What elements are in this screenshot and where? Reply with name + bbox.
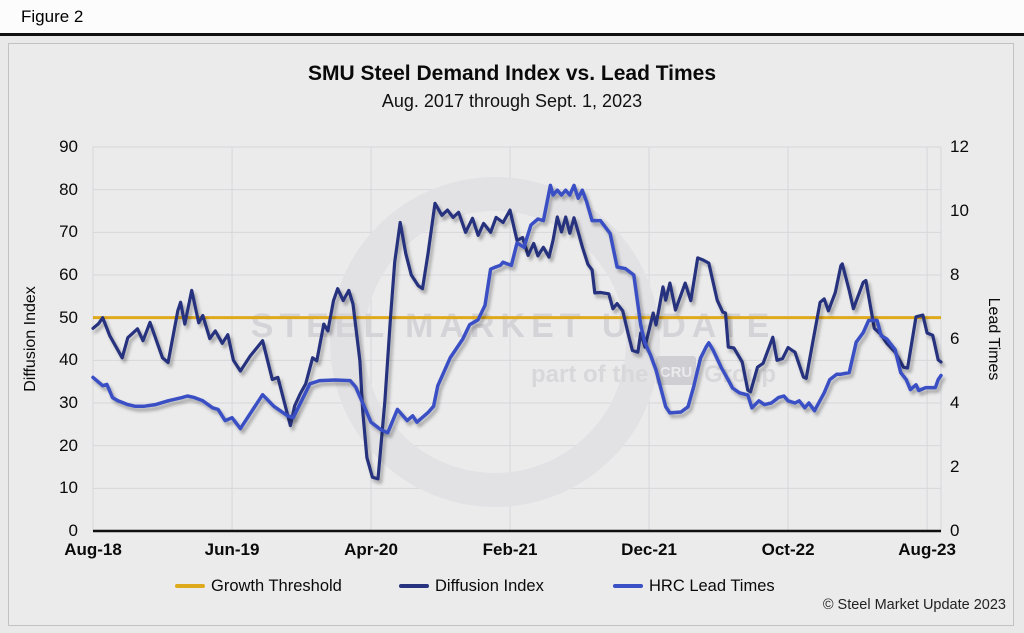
right-axis-tick-label: 6: [950, 329, 960, 348]
right-axis-tick-label: 0: [950, 521, 960, 540]
left-axis-tick-label: 30: [59, 393, 78, 412]
left-axis-tick-label: 50: [59, 307, 78, 327]
left-axis-tick-label: 70: [59, 222, 78, 242]
legend-swatch: [399, 584, 429, 588]
x-axis-tick-label: Dec-21: [621, 540, 677, 559]
chart-title: SMU Steel Demand Index vs. Lead Times: [307, 62, 717, 85]
figure-label: Figure 2: [21, 7, 84, 26]
legend-swatch: [613, 584, 643, 588]
right-axis-tick-label: 2: [950, 457, 960, 476]
x-axis-tick-label: Oct-22: [761, 540, 815, 559]
right-axis-tick-label: 8: [950, 265, 960, 284]
right-axis-tick-label: 12: [950, 137, 969, 156]
copyright-text: © Steel Market Update 2023: [822, 597, 1006, 613]
right-axis-tick-label: 10: [950, 201, 969, 220]
x-axis-tick-label: Aug-18: [64, 540, 122, 559]
left-axis-tick-label: 90: [59, 137, 78, 156]
left-axis-title: Diffusion Index: [22, 286, 39, 392]
legend-item: Diffusion Index: [399, 575, 544, 597]
left-axis-tick-label: 80: [59, 179, 78, 199]
figure-header-bar: [0, 0, 1024, 36]
left-axis-tick-label: 10: [59, 478, 78, 498]
x-axis-tick-label: Feb-21: [482, 540, 538, 559]
left-axis-tick-label: 60: [59, 265, 78, 284]
x-axis-tick-label: Jun-19: [204, 540, 260, 559]
right-axis-tick-label: 4: [950, 393, 960, 412]
x-axis-tick-label: Apr-20: [344, 540, 398, 559]
chart-subtitle: Aug. 2017 through Sept. 1, 2023: [381, 91, 643, 111]
legend-label: HRC Lead Times: [649, 576, 775, 595]
legend-item: Growth Threshold: [175, 575, 342, 597]
legend-label: Diffusion Index: [435, 576, 544, 595]
left-axis-tick-label: 40: [59, 350, 78, 370]
legend-label: Growth Threshold: [211, 576, 342, 595]
legend-item: HRC Lead Times: [613, 575, 775, 597]
x-axis-tick-label: Aug-23: [898, 540, 956, 559]
left-axis-tick-label: 0: [68, 521, 78, 540]
legend-swatch: [175, 584, 205, 588]
chart-panel: [8, 43, 1014, 626]
left-axis-tick-label: 20: [59, 435, 78, 455]
